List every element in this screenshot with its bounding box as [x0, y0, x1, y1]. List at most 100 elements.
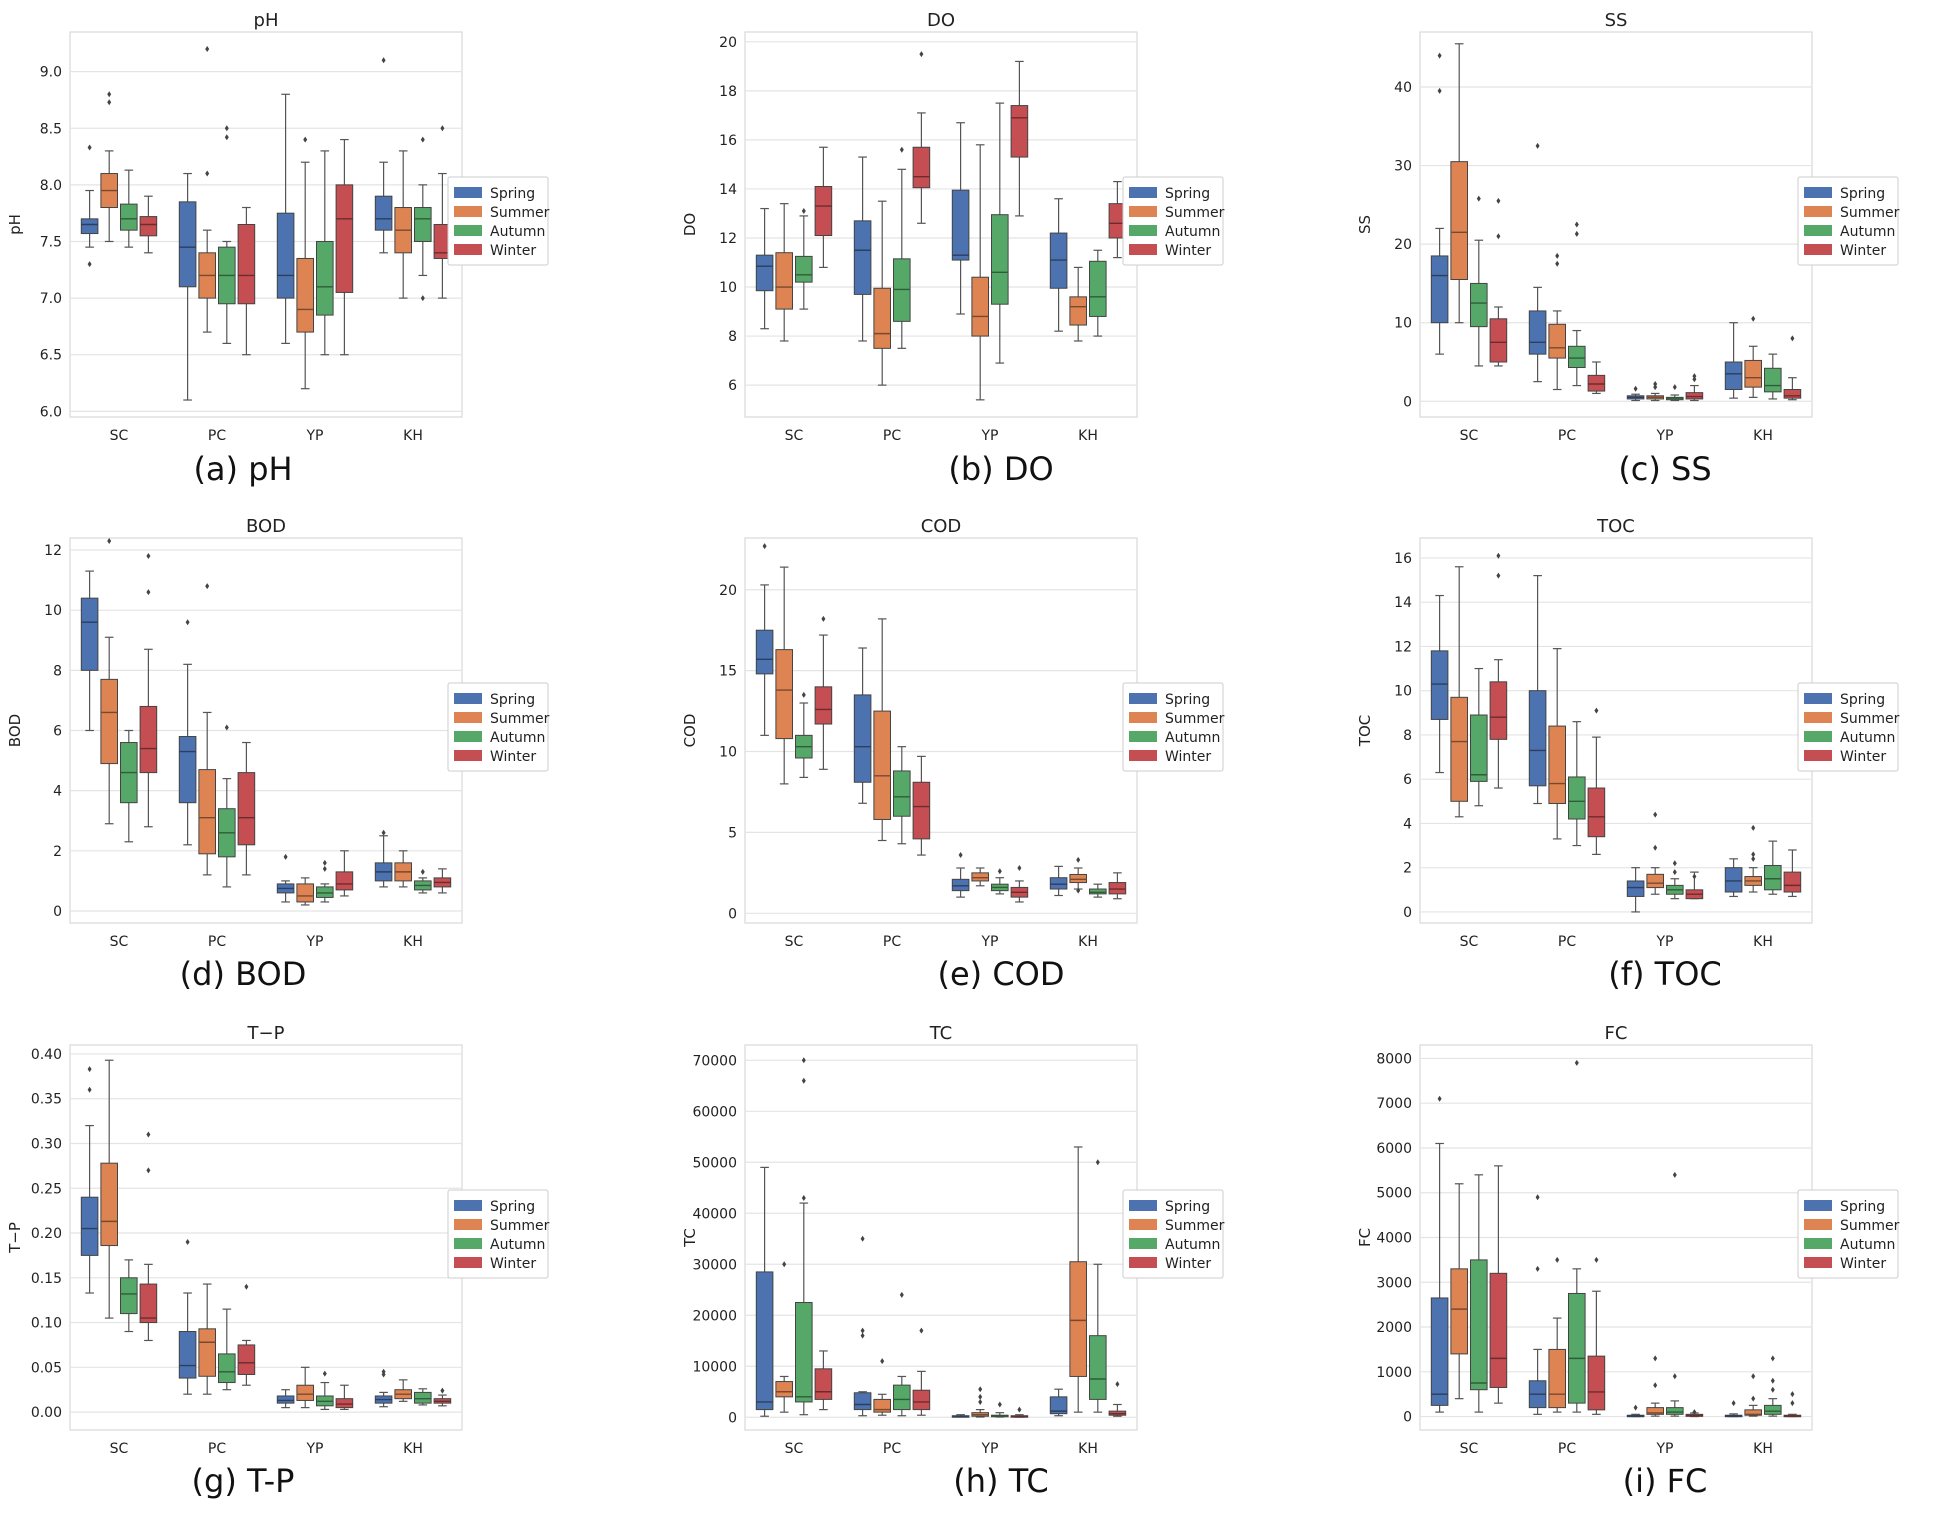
box-winter-pc — [1587, 361, 1606, 395]
legend-swatch-autumn — [454, 1238, 482, 1249]
legend-label-autumn: Autumn — [1165, 730, 1220, 746]
box-summer-sc — [775, 1261, 794, 1413]
box-winter-sc — [1489, 552, 1508, 789]
box-winter-yp — [1685, 871, 1704, 900]
box-spring-kh — [1724, 1400, 1743, 1418]
y-axis-label: TC — [681, 1228, 699, 1248]
box-spring-pc — [178, 172, 197, 401]
box-autumn-kh — [1089, 883, 1107, 898]
box-winter-pc — [912, 755, 931, 856]
outlier-marker — [87, 261, 92, 268]
legend-label-autumn: Autumn — [490, 224, 545, 240]
outlier-marker — [1017, 1406, 1022, 1413]
box-iqr — [1470, 1259, 1488, 1391]
legend-swatch-spring — [1129, 693, 1157, 704]
legend-swatch-winter — [1129, 1257, 1157, 1268]
legend-frame — [1797, 1189, 1899, 1279]
outlier-marker — [244, 1283, 249, 1290]
outlier-marker — [997, 868, 1002, 875]
outlier-marker — [978, 1386, 983, 1393]
outlier-marker — [440, 125, 445, 132]
outlier-marker — [146, 553, 151, 560]
x-tick-label: PC — [883, 934, 901, 950]
box-summer-kh — [1069, 266, 1088, 342]
outlier-marker — [1555, 260, 1560, 267]
box-iqr — [1049, 1396, 1068, 1415]
outlier-marker — [381, 829, 386, 836]
outlier-marker — [1672, 384, 1677, 391]
chart-panel-do: 6 8 10 12 14 16 18 20 DO DO SC PC YP KH Spring Summer Au… — [681, 10, 1225, 444]
outlier-marker — [1751, 315, 1756, 322]
box-summer-kh — [1744, 1373, 1763, 1417]
legend-label-summer: Summer — [1165, 1218, 1225, 1234]
box-iqr — [951, 189, 970, 261]
box-summer-yp — [971, 867, 990, 887]
legend-label-winter: Winter — [1840, 1256, 1886, 1272]
box-autumn-kh — [1089, 1159, 1107, 1413]
panel-caption: (a) pH — [193, 450, 292, 488]
legend-label-winter: Winter — [1165, 749, 1211, 765]
legend-swatch-autumn — [454, 225, 482, 236]
y-axis-label: DO — [681, 213, 699, 236]
legend-frame — [1797, 176, 1899, 266]
box-autumn-yp — [1666, 860, 1684, 900]
outlier-marker — [1692, 1409, 1697, 1416]
outlier-marker — [1017, 865, 1022, 871]
box-autumn-sc — [120, 169, 138, 248]
box-winter-pc — [237, 1283, 256, 1386]
box-iqr — [1646, 873, 1665, 889]
legend-swatch-spring — [454, 1200, 482, 1211]
box-autumn-yp — [316, 1370, 334, 1411]
y-tick-label: 4000 — [1376, 1231, 1412, 1247]
legend-label-summer: Summer — [1840, 205, 1900, 221]
box-summer-pc — [873, 200, 892, 386]
box-iqr — [1764, 864, 1782, 891]
y-axis-label: COD — [681, 714, 699, 748]
box-iqr — [814, 686, 833, 725]
box-autumn-sc — [1470, 1174, 1488, 1413]
box-autumn-yp — [316, 859, 334, 903]
y-axis-label: FC — [1356, 1228, 1374, 1247]
outlier-marker — [1672, 860, 1677, 867]
outlier-marker — [146, 1131, 151, 1138]
box-winter-sc — [139, 195, 158, 254]
box-winter-kh — [1783, 335, 1802, 401]
box-iqr — [1108, 882, 1127, 895]
box-summer-sc — [100, 1059, 119, 1319]
box-summer-pc — [198, 45, 216, 333]
outlier-marker — [1115, 1381, 1120, 1388]
outlier-marker — [860, 1235, 865, 1242]
box-iqr — [1450, 1268, 1469, 1355]
box-summer-yp — [971, 1386, 990, 1418]
box-winter-yp — [335, 850, 354, 897]
box-spring-yp — [1626, 385, 1645, 402]
box-iqr — [237, 1344, 256, 1375]
box-spring-pc — [853, 647, 872, 804]
legend-label-spring: Spring — [1165, 186, 1210, 202]
legend-label-summer: Summer — [1840, 1218, 1900, 1234]
box-autumn-yp — [316, 150, 334, 356]
chart-panel-ss: 0 10 20 30 40 SS SS SC PC YP KH Spring Summer Autumn W… — [1356, 10, 1900, 444]
outlier-marker — [1731, 1400, 1736, 1407]
box-iqr — [1528, 310, 1547, 355]
legend-label-winter: Winter — [1165, 243, 1211, 259]
outlier-marker — [1437, 87, 1442, 94]
outlier-marker — [1653, 1355, 1658, 1362]
box-winter-kh — [1783, 1391, 1802, 1418]
box-spring-yp — [1626, 1404, 1645, 1418]
x-tick-label: PC — [208, 1441, 226, 1457]
y-tick-label: 6 — [1403, 772, 1412, 788]
box-iqr — [276, 1395, 295, 1404]
box-summer-yp — [971, 144, 990, 401]
legend-swatch-winter — [1129, 750, 1157, 761]
chart-panel-fc: 0 1000 2000 3000 4000 5000 6000 7000 8000 FC FC SC P… — [1356, 1023, 1900, 1457]
outlier-marker — [860, 1327, 865, 1334]
y-tick-label: 10 — [1394, 316, 1412, 332]
x-tick-label: SC — [1460, 1441, 1479, 1457]
box-iqr — [893, 1384, 911, 1411]
box-iqr — [991, 214, 1009, 305]
y-tick-label: 70000 — [692, 1053, 737, 1069]
outlier-marker — [782, 1261, 787, 1268]
legend-label-autumn: Autumn — [1840, 1237, 1895, 1253]
